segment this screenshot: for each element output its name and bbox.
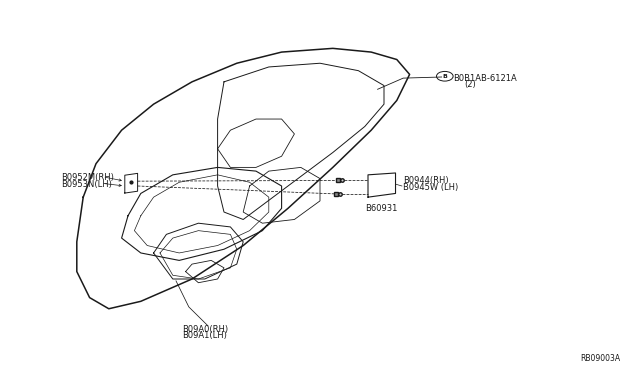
Text: B09A0(RH): B09A0(RH) bbox=[182, 325, 228, 334]
Text: B0944(RH): B0944(RH) bbox=[403, 176, 449, 185]
Text: B0B1AB-6121A: B0B1AB-6121A bbox=[453, 74, 517, 83]
Text: B0945W (LH): B0945W (LH) bbox=[403, 183, 458, 192]
Text: B0952M(RH): B0952M(RH) bbox=[61, 173, 114, 182]
Text: B: B bbox=[442, 74, 447, 79]
Text: B0953N(LH): B0953N(LH) bbox=[61, 180, 111, 189]
Text: RB09003A: RB09003A bbox=[580, 354, 621, 363]
Text: B60931: B60931 bbox=[365, 204, 397, 213]
Text: B09A1(LH): B09A1(LH) bbox=[182, 331, 227, 340]
Text: (2): (2) bbox=[464, 80, 476, 89]
